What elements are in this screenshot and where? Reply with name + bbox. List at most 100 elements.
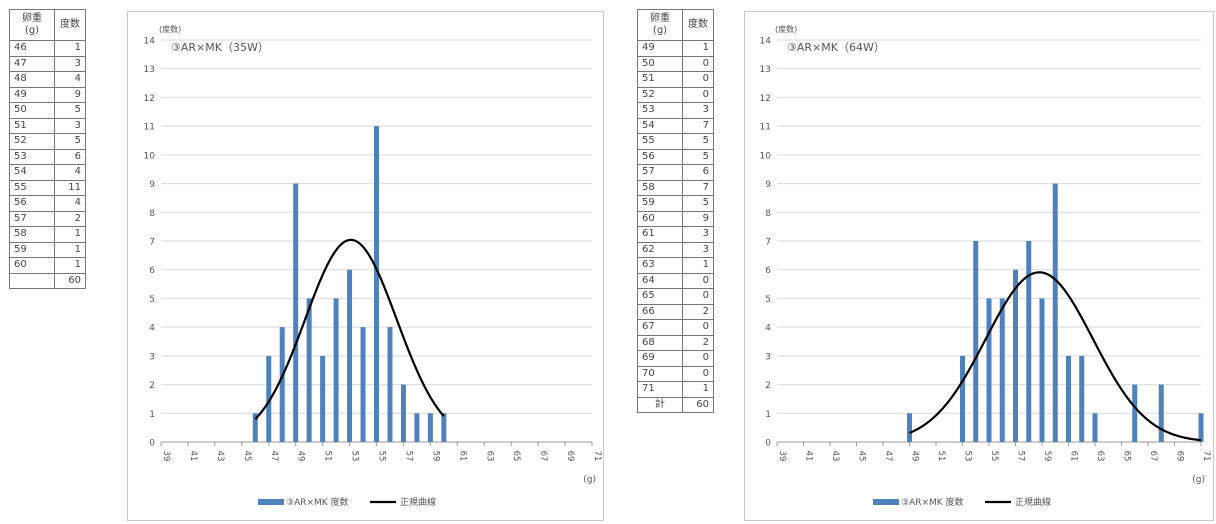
table-row: 61 3 bbox=[637, 226, 714, 243]
count-cell: 7 bbox=[682, 179, 714, 196]
bar bbox=[387, 327, 393, 442]
table-row: 57 2 bbox=[9, 210, 86, 227]
legend-bar-swatch bbox=[258, 499, 284, 505]
weight-cell: 52 bbox=[637, 86, 683, 103]
x-tick-label: 39 bbox=[777, 451, 787, 462]
table-row: 49 9 bbox=[9, 86, 86, 103]
y-tick-label: 1 bbox=[149, 410, 155, 420]
header-weight: 卵重 (g) bbox=[637, 9, 683, 41]
table-row: 59 1 bbox=[9, 241, 86, 258]
y-tick-label: 6 bbox=[149, 266, 155, 276]
x-tick-label: 71 bbox=[592, 451, 602, 462]
bar bbox=[1013, 269, 1018, 442]
table-row: 55 11 bbox=[9, 179, 86, 196]
bar bbox=[252, 413, 258, 442]
table-row: 70 0 bbox=[637, 365, 714, 382]
bar bbox=[427, 413, 433, 442]
x-tick-label: 49 bbox=[296, 451, 306, 462]
weight-cell: 53 bbox=[9, 148, 55, 165]
x-tick-label: 67 bbox=[1148, 451, 1158, 462]
bar bbox=[986, 298, 992, 442]
total-label: 計 bbox=[637, 396, 683, 413]
y-tick-label: 10 bbox=[144, 151, 156, 161]
bar bbox=[1079, 355, 1085, 442]
y-tick-label: 7 bbox=[765, 238, 771, 248]
table-row: 57 6 bbox=[637, 164, 714, 181]
y-tick-label: 5 bbox=[765, 295, 771, 305]
count-cell: 2 bbox=[682, 334, 714, 351]
count-cell: 3 bbox=[682, 226, 714, 243]
table-row: 58 7 bbox=[637, 179, 714, 196]
weight-cell: 50 bbox=[9, 102, 55, 119]
table-row: 50 0 bbox=[637, 55, 714, 72]
weight-cell: 57 bbox=[637, 164, 683, 181]
normal-curve-line bbox=[254, 238, 445, 420]
weight-cell: 59 bbox=[637, 195, 683, 212]
count-cell: 3 bbox=[54, 55, 86, 72]
bar bbox=[1132, 384, 1138, 442]
y-tick-label: 9 bbox=[149, 180, 155, 190]
legend-label: 正規曲線 bbox=[400, 496, 436, 508]
count-cell: 6 bbox=[682, 164, 714, 181]
weight-cell: 54 bbox=[637, 117, 683, 134]
normal-curve-line bbox=[909, 271, 1202, 442]
bar bbox=[907, 413, 912, 442]
table-row: 62 3 bbox=[637, 241, 714, 258]
count-cell: 0 bbox=[682, 55, 714, 72]
x-tick-label: 51 bbox=[323, 451, 333, 462]
y-tick-label: 1 bbox=[765, 410, 771, 420]
y-tick-label: 11 bbox=[760, 123, 771, 133]
weight-cell: 50 bbox=[637, 55, 683, 72]
x-axis-label: (g) bbox=[583, 475, 596, 485]
weight-cell: 64 bbox=[637, 272, 683, 289]
total-value: 60 bbox=[682, 396, 714, 413]
x-tick-label: 47 bbox=[269, 451, 279, 462]
weight-cell: 62 bbox=[637, 241, 683, 258]
table-row: 51 0 bbox=[637, 71, 714, 88]
y-tick-label: 3 bbox=[149, 352, 155, 362]
table-row: 56 5 bbox=[637, 148, 714, 165]
x-tick-label: 57 bbox=[1016, 451, 1026, 462]
table-row: 59 5 bbox=[637, 195, 714, 212]
x-tick-label: 63 bbox=[484, 451, 494, 462]
table-row: 64 0 bbox=[637, 272, 714, 289]
bar bbox=[306, 298, 312, 442]
x-tick-label: 67 bbox=[538, 451, 548, 462]
x-tick-label: 55 bbox=[989, 451, 999, 462]
x-tick-label: 39 bbox=[161, 451, 171, 462]
histogram-chart-64w: 0 1 2 3 4 5 6 7 8 9 10 11 12 13 14 39 41 43 45 47 49 51 53 55 57… bbox=[744, 11, 1214, 521]
y-tick-label: 10 bbox=[760, 151, 772, 161]
bar bbox=[293, 183, 299, 443]
weight-cell: 58 bbox=[9, 226, 55, 243]
frequency-table-64w: 卵重 (g) 度数 49 1 50 0 51 0 52 0 53 3 54 7 55 5 56 5 57 6 58 7… bbox=[637, 9, 714, 413]
table-row: 52 0 bbox=[637, 86, 714, 103]
weight-cell: 51 bbox=[9, 117, 55, 134]
weight-cell: 69 bbox=[637, 350, 683, 367]
y-tick-label: 0 bbox=[149, 439, 155, 449]
bar bbox=[1066, 355, 1071, 442]
y-tick-label: 8 bbox=[765, 209, 771, 219]
count-cell: 1 bbox=[54, 241, 86, 258]
bar bbox=[999, 298, 1005, 442]
x-tick-label: 53 bbox=[963, 451, 973, 462]
legend-label: ③AR×MK 度数 bbox=[286, 496, 349, 508]
header-weight: 卵重 (g) bbox=[9, 9, 55, 41]
y-tick-label: 5 bbox=[149, 295, 155, 305]
table-row: 49 1 bbox=[637, 40, 714, 57]
weight-cell: 53 bbox=[637, 102, 683, 119]
weight-cell: 56 bbox=[9, 195, 55, 212]
total-value: 60 bbox=[54, 272, 86, 289]
y-axis-label: (度数) bbox=[775, 24, 797, 34]
y-tick-label: 2 bbox=[149, 381, 155, 391]
table-row: 56 4 bbox=[9, 195, 86, 212]
x-tick-label: 45 bbox=[857, 451, 867, 462]
bar bbox=[333, 298, 339, 442]
y-tick-label: 0 bbox=[765, 439, 771, 449]
bar bbox=[279, 327, 285, 442]
bar bbox=[320, 355, 326, 442]
count-cell: 7 bbox=[682, 117, 714, 134]
count-cell: 5 bbox=[54, 133, 86, 150]
x-tick-label: 47 bbox=[883, 451, 893, 462]
